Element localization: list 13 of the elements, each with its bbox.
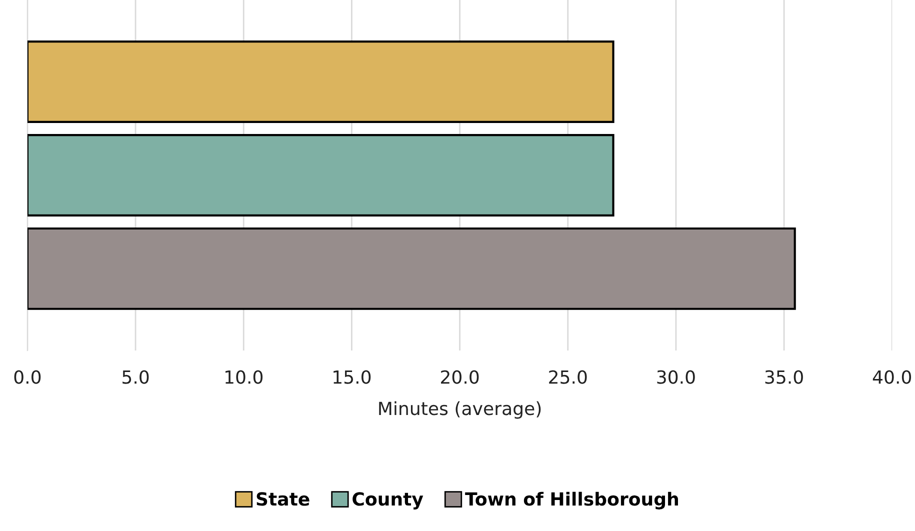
legend-label: State <box>256 492 310 506</box>
x-tick-label: 30.0 <box>657 370 695 384</box>
x-tick-label: 25.0 <box>549 370 587 384</box>
x-tick-label: 20.0 <box>441 370 479 384</box>
x-tick-label: 15.0 <box>334 370 371 384</box>
x-tick-label: 0.0 <box>14 370 41 384</box>
x-tick-label: 10.0 <box>226 370 263 384</box>
x-tick-label: 40.0 <box>872 370 912 384</box>
legend-label: County <box>352 492 424 510</box>
x-axis-title: Minutes (average) <box>379 401 541 419</box>
x-tick-label: 35.0 <box>765 370 803 384</box>
legend-label: Town of Hillsborough <box>465 492 678 510</box>
x-tick-label: 5.0 <box>122 370 149 384</box>
